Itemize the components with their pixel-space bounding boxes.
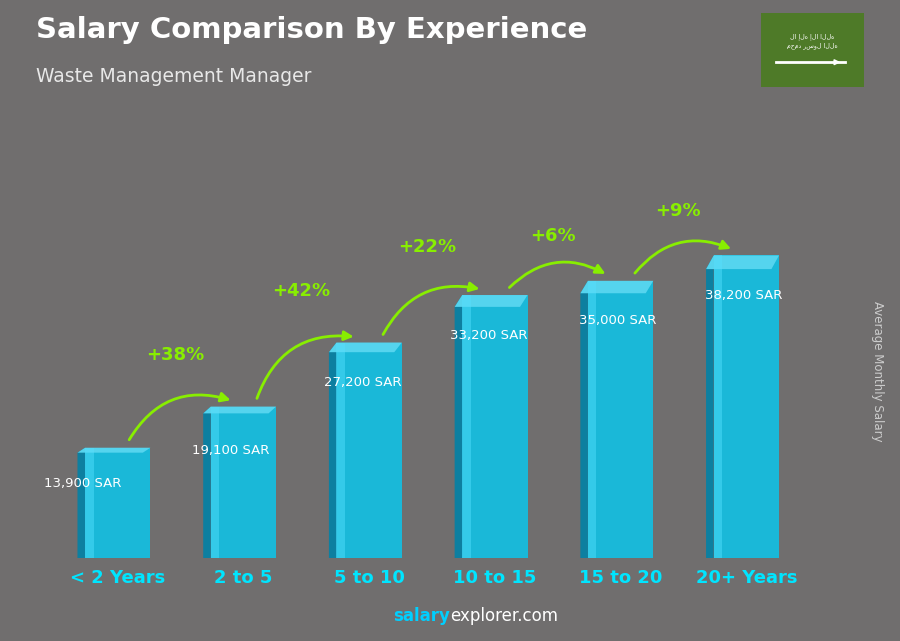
Polygon shape	[580, 281, 588, 570]
Text: محمد رسول الله: محمد رسول الله	[787, 42, 838, 49]
Polygon shape	[328, 342, 401, 352]
Text: 27,200 SAR: 27,200 SAR	[324, 376, 401, 389]
Polygon shape	[706, 256, 714, 571]
Text: +22%: +22%	[398, 238, 456, 256]
Polygon shape	[203, 406, 276, 413]
Text: +38%: +38%	[146, 346, 204, 364]
Text: 33,200 SAR: 33,200 SAR	[450, 328, 527, 342]
Polygon shape	[454, 295, 463, 569]
Polygon shape	[203, 406, 211, 565]
Polygon shape	[588, 281, 597, 558]
Polygon shape	[77, 447, 150, 453]
Text: Average Monthly Salary: Average Monthly Salary	[871, 301, 884, 442]
Polygon shape	[463, 295, 527, 558]
Polygon shape	[580, 281, 653, 294]
Text: 38,200 SAR: 38,200 SAR	[705, 289, 782, 302]
Polygon shape	[714, 256, 779, 558]
Polygon shape	[77, 447, 85, 563]
Polygon shape	[85, 447, 150, 558]
Text: Waste Management Manager: Waste Management Manager	[36, 67, 311, 87]
Polygon shape	[85, 447, 94, 558]
Polygon shape	[714, 256, 722, 558]
Polygon shape	[211, 406, 220, 558]
Text: explorer.com: explorer.com	[450, 607, 558, 625]
Text: Salary Comparison By Experience: Salary Comparison By Experience	[36, 16, 587, 44]
Text: +42%: +42%	[272, 282, 330, 300]
Polygon shape	[211, 406, 276, 558]
Polygon shape	[454, 295, 527, 307]
Polygon shape	[706, 256, 779, 269]
Polygon shape	[328, 342, 337, 567]
Polygon shape	[463, 295, 471, 558]
Text: لا إله إلا الله: لا إله إلا الله	[790, 34, 834, 40]
Text: 13,900 SAR: 13,900 SAR	[44, 478, 122, 490]
Text: +9%: +9%	[655, 202, 701, 220]
Text: 35,000 SAR: 35,000 SAR	[580, 314, 657, 328]
Text: 19,100 SAR: 19,100 SAR	[193, 444, 269, 457]
Polygon shape	[337, 342, 401, 558]
Text: +6%: +6%	[530, 228, 575, 246]
Text: salary: salary	[393, 607, 450, 625]
Polygon shape	[588, 281, 653, 558]
Polygon shape	[337, 342, 345, 558]
